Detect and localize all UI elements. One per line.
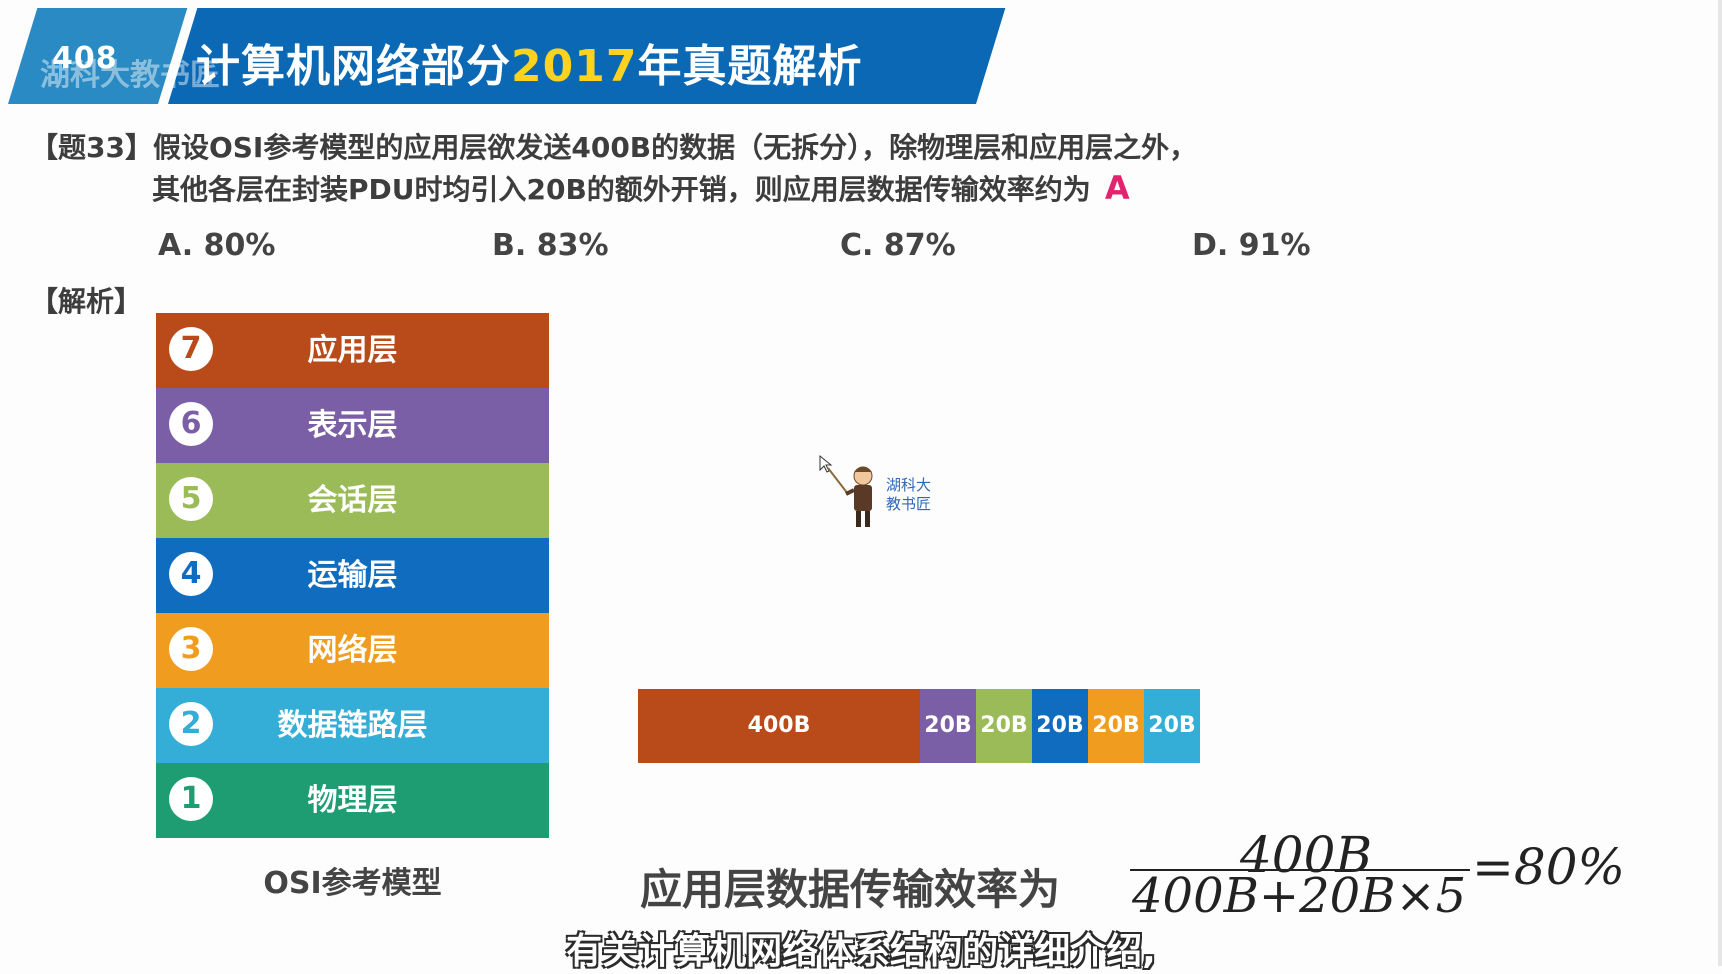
title-year: 2017	[511, 41, 638, 92]
packet-segment-header: 20B	[920, 689, 976, 763]
osi-caption: OSI参考模型	[263, 866, 442, 901]
packet-segment-data: 400B	[638, 689, 920, 763]
efficiency-label: 应用层数据传输效率为	[640, 865, 1061, 914]
layer-number-badge: 2	[169, 702, 213, 746]
layer-number-badge: 1	[169, 777, 213, 821]
banner-tag: 408	[52, 41, 118, 76]
layer-name: 表示层	[307, 408, 398, 443]
packet-segment-header: 20B	[1032, 689, 1088, 763]
osi-layer-session: 5 会话层	[156, 463, 549, 538]
option-b: B. 83%	[492, 228, 609, 263]
packet-segment-header: 20B	[1088, 689, 1144, 763]
osi-layer-physical: 1 物理层	[156, 763, 549, 838]
question-line-2-text: 其他各层在封装PDU时均引入20B的额外开销，则应用层数据传输效率约为	[152, 173, 1091, 206]
title-suffix: 年真题解析	[637, 41, 863, 92]
option-a: A. 80%	[158, 228, 276, 263]
layer-number-badge: 3	[169, 627, 213, 671]
option-d: D. 91%	[1192, 228, 1311, 263]
option-c: C. 87%	[840, 228, 956, 263]
mascot-label-line-1: 湖科大	[886, 476, 932, 494]
right-edge	[1718, 0, 1722, 966]
layer-number-badge: 6	[169, 402, 213, 446]
video-subtitle: 有关计算机网络体系结构的详细介绍,	[566, 931, 1156, 972]
layer-name: 运输层	[307, 558, 398, 593]
osi-stack: 7 应用层 6 表示层 5 会话层 4 运输层 3 网络层 2 数据链路层 1 …	[156, 313, 549, 838]
teacher-mascot-icon	[819, 454, 873, 527]
question-answer: A	[1104, 169, 1130, 207]
osi-layer-network: 3 网络层	[156, 613, 549, 688]
banner-watermark: 湖科大教书匠	[40, 58, 220, 93]
osi-layer-presentation: 6 表示层	[156, 388, 549, 463]
question-line-2: 其他各层在封装PDU时均引入20B的额外开销，则应用层数据传输效率约为 A	[152, 168, 1130, 208]
title-prefix: 计算机网络部分	[196, 41, 511, 92]
formula-result: =80%	[1472, 838, 1626, 896]
packet-segment-header: 20B	[976, 689, 1032, 763]
packet-segment-header: 20B	[1144, 689, 1200, 763]
mascot-label-line-2: 教书匠	[886, 495, 932, 513]
layer-number-badge: 5	[169, 477, 213, 521]
layer-number-badge: 4	[169, 552, 213, 596]
page-title: 计算机网络部分2017年真题解析	[196, 30, 862, 94]
osi-layer-datalink: 2 数据链路层	[156, 688, 549, 763]
osi-layer-application: 7 应用层	[156, 313, 549, 388]
fraction-bar	[1130, 869, 1470, 871]
osi-layer-transport: 4 运输层	[156, 538, 549, 613]
formula-numerator: 400B	[1240, 826, 1373, 884]
question-line-1: 【题33】假设OSI参考模型的应用层欲发送400B的数据（无拆分），除物理层和应…	[30, 131, 1198, 164]
layer-name: 应用层	[307, 333, 398, 368]
layer-name: 会话层	[307, 483, 398, 518]
mascot-label: 湖科大 教书匠	[886, 476, 931, 514]
layer-name: 数据链路层	[277, 708, 428, 743]
formula-denominator: 400B+20B×5	[1132, 868, 1467, 924]
analysis-label: 【解析】	[30, 285, 143, 318]
layer-number-badge: 7	[169, 327, 213, 371]
layer-name: 物理层	[307, 783, 398, 818]
packet-bar: 400B 20B 20B 20B 20B 20B	[638, 689, 1200, 763]
layer-name: 网络层	[307, 633, 398, 668]
